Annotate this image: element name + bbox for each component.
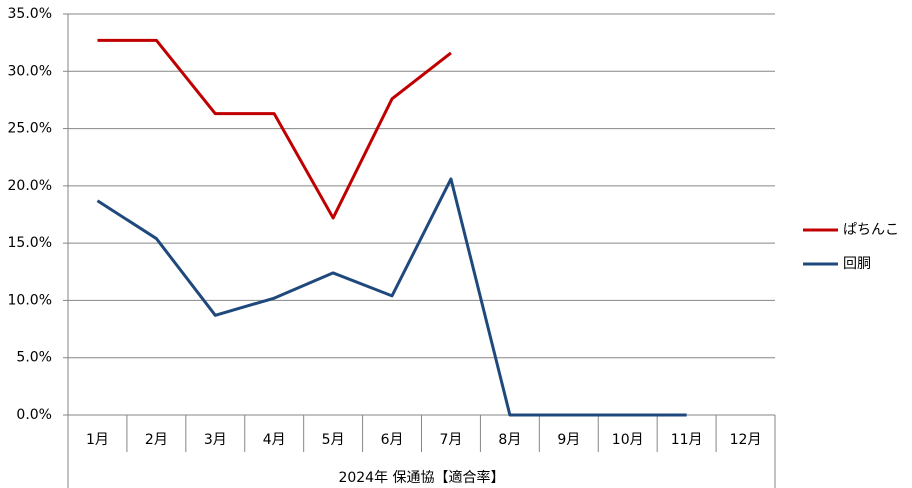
x-tick-label: 3月: [204, 432, 227, 448]
y-tick-label: 35.0%: [8, 6, 52, 22]
y-tick-label: 5.0%: [16, 350, 52, 366]
y-tick-label: 15.0%: [8, 235, 52, 251]
y-tick-label: 25.0%: [8, 121, 52, 137]
y-tick-label: 10.0%: [8, 292, 52, 308]
x-tick-label: 1月: [86, 432, 109, 448]
y-tick-label: 0.0%: [16, 407, 52, 423]
y-tick-label: 30.0%: [8, 63, 52, 79]
x-tick-label: 10月: [612, 432, 644, 448]
x-tick-label: 11月: [671, 432, 703, 448]
x-tick-label: 7月: [439, 432, 462, 448]
x-tick-label: 5月: [322, 432, 345, 448]
x-tick-label: 4月: [263, 432, 286, 448]
x-tick-label: 8月: [498, 432, 521, 448]
x-axis-title: 2024年 保通協【適合率】: [338, 469, 504, 486]
x-tick-label: 2月: [145, 432, 168, 448]
legend-label: 回胴: [843, 256, 871, 272]
x-tick-label: 6月: [381, 432, 404, 448]
line-series: [97, 38, 452, 220]
legend-label: ぱちんこ: [843, 222, 899, 238]
x-tick-label: 9月: [557, 432, 580, 448]
x-tick-label: 12月: [730, 432, 762, 448]
y-tick-label: 20.0%: [8, 178, 52, 194]
line-series: [96, 177, 687, 417]
